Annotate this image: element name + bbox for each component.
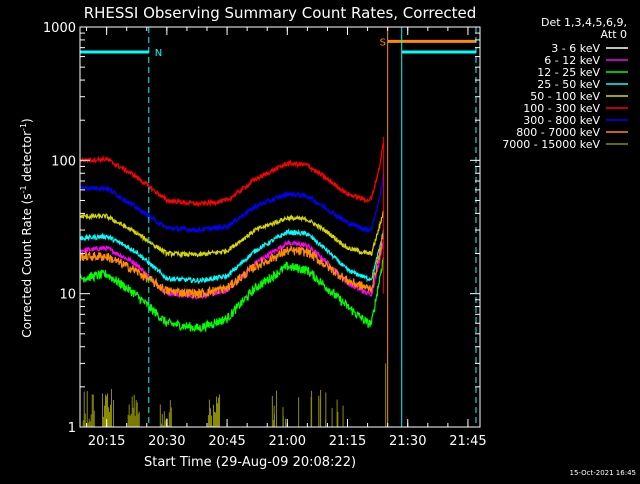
timestamp: 15-Oct-2021 16:45: [570, 469, 636, 477]
y-tick-label: 1000: [43, 21, 76, 36]
plot-frame: [79, 26, 481, 428]
x-tick-label: 21:15: [329, 434, 366, 449]
y-axis-label-superscript: -1: [19, 123, 28, 131]
legend-header: Det 1,3,4,5,6,9,: [541, 16, 627, 29]
legend-label: 12 - 25 keV: [537, 66, 600, 79]
x-axis-label: Start Time (29-Aug-09 20:08:22): [144, 455, 356, 470]
series-line: [79, 257, 385, 333]
legend-label: 3 - 6 keV: [551, 42, 600, 55]
x-tick-label: 20:45: [208, 434, 245, 449]
x-tick-label: 20:15: [88, 434, 125, 449]
legend-label: 100 - 300 keV: [523, 102, 600, 115]
legend-label: 25 - 50 keV: [537, 78, 600, 91]
x-tick-label: 20:30: [148, 434, 185, 449]
legend-label: 800 - 7000 keV: [516, 126, 600, 139]
chart-title: RHESSI Observing Summary Count Rates, Co…: [84, 4, 477, 22]
legend-header: Att 0: [601, 28, 627, 41]
y-tick-label: 10: [59, 288, 76, 303]
y-axis-label: Corrected Count Rate (s-1 detector-1): [19, 118, 34, 337]
axis-layer: 20:15 20:30 20:45 21:00 21:15 21:30 21:45 1 10 10…: [43, 21, 487, 449]
y-axis-label-part: Corrected Count Rate (s: [20, 193, 34, 337]
y-axis-label-superscript: -1: [19, 185, 28, 193]
series-line: [79, 142, 385, 208]
y-axis-label-part: ): [20, 118, 34, 123]
series-line: [79, 210, 385, 259]
night-label: N: [155, 48, 162, 59]
x-tick-label: 21:30: [389, 434, 426, 449]
x-tick-label: 21:00: [269, 434, 306, 449]
y-tick-label: 1: [68, 421, 76, 436]
y-axis-label-part: detector: [20, 131, 34, 186]
series-layer: [79, 136, 387, 427]
series-line: [79, 227, 385, 284]
legend-label: 6 - 12 keV: [544, 54, 600, 67]
series-line: [79, 172, 385, 234]
x-tick-label: 21:45: [449, 434, 486, 449]
y-tick-label: 100: [51, 154, 76, 169]
series-line: [79, 230, 385, 299]
saa-label: S: [380, 37, 386, 48]
legend-label: 7000 - 15000 keV: [502, 138, 600, 151]
legend-label: 300 - 800 keV: [523, 114, 600, 127]
legend-label: 50 - 100 keV: [530, 90, 600, 103]
